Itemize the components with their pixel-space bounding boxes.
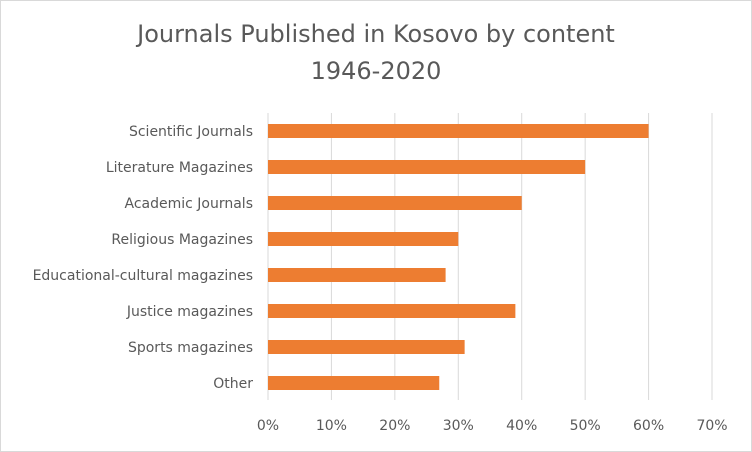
- category-labels: Scientific Journals Literature Magazines A…: [33, 124, 254, 392]
- x-tick-label: 0%: [257, 418, 279, 434]
- category-label: Other: [213, 376, 253, 392]
- x-tick-label: 10%: [316, 418, 347, 434]
- x-tick-labels: 0% 10% 20% 30% 40% 50% 60% 70%: [257, 418, 728, 434]
- bar: [268, 160, 586, 174]
- category-label: Literature Magazines: [106, 160, 253, 176]
- bar: [268, 304, 516, 318]
- x-tick-label: 70%: [696, 418, 727, 434]
- bar: [268, 232, 459, 246]
- bars: [268, 124, 649, 390]
- x-tick-label: 40%: [506, 418, 537, 434]
- category-label: Scientific Journals: [129, 124, 253, 140]
- bar: [268, 268, 446, 282]
- x-tick-label: 60%: [633, 418, 664, 434]
- category-label: Academic Journals: [125, 196, 254, 212]
- category-label: Sports magazines: [128, 340, 253, 356]
- bar: [268, 340, 465, 354]
- category-label: Justice magazines: [126, 304, 253, 320]
- bar: [268, 124, 649, 138]
- bar: [268, 196, 522, 210]
- gridlines: [267, 113, 713, 400]
- chart-title: Journals Published in Kosovo by content: [137, 20, 615, 48]
- chart-subtitle: 1946-2020: [310, 57, 442, 85]
- category-label: Educational-cultural magazines: [33, 268, 253, 284]
- x-tick-label: 30%: [443, 418, 474, 434]
- x-tick-label: 50%: [570, 418, 601, 434]
- x-tick-label: 20%: [379, 418, 410, 434]
- bar: [268, 376, 440, 390]
- category-label: Religious Magazines: [111, 232, 253, 248]
